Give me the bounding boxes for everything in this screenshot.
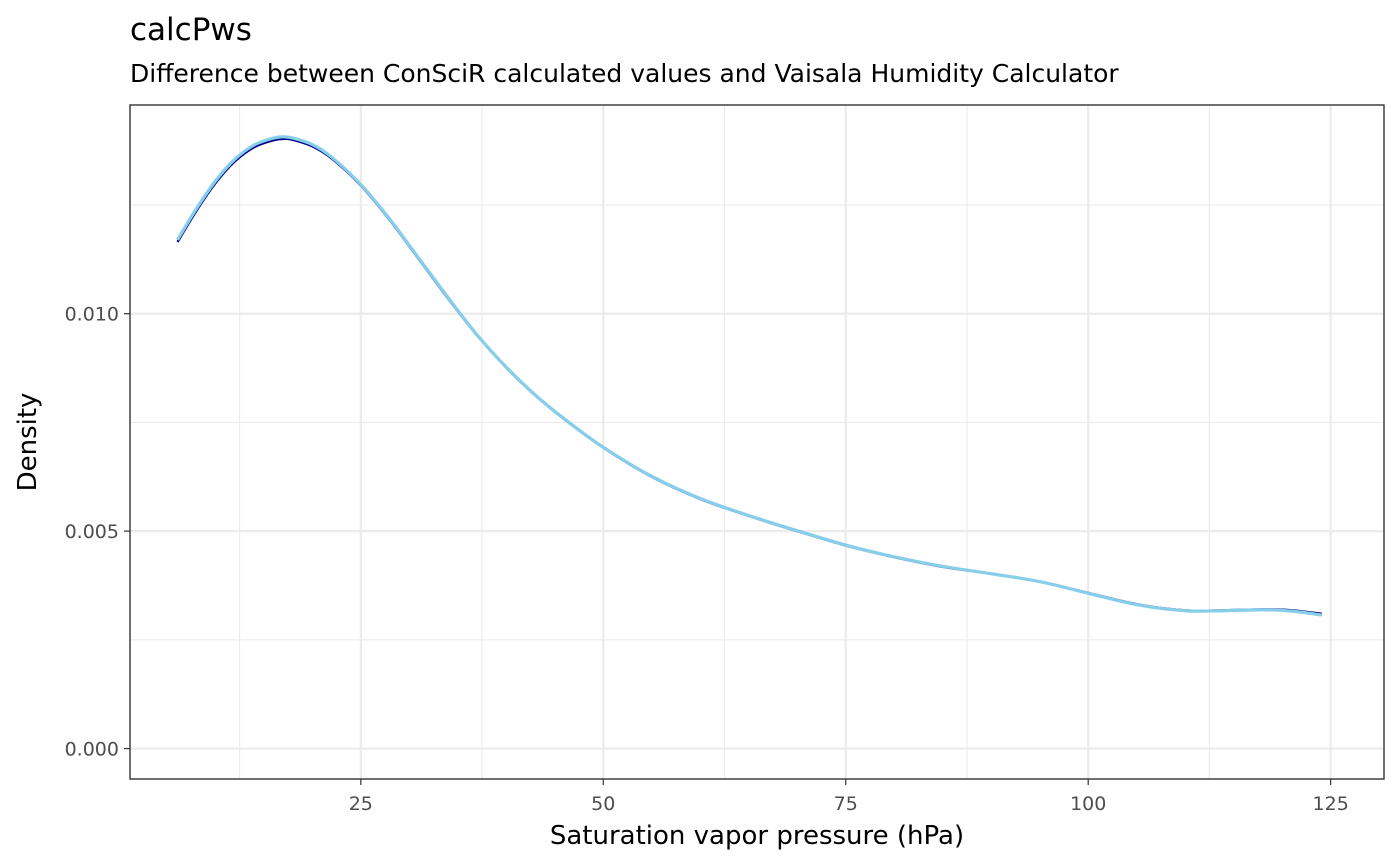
- y-axis-title: Density: [13, 393, 43, 492]
- x-axis-title: Saturation vapor pressure (hPa): [550, 821, 964, 851]
- x-tick-label: 125: [1313, 793, 1349, 815]
- x-tick-label: 75: [834, 793, 858, 815]
- x-tick-label: 100: [1070, 793, 1106, 815]
- x-tick-label: 50: [591, 793, 615, 815]
- plot-panel-border: [129, 104, 1385, 780]
- density-line-2: [176, 135, 1323, 617]
- y-tick-label: 0.010: [65, 304, 119, 326]
- y-tick-label: 0.000: [65, 739, 119, 761]
- chart-title: calcPws: [130, 12, 252, 48]
- series-layer: [176, 135, 1323, 617]
- x-tick-label: 25: [349, 793, 373, 815]
- density-line-1: [176, 137, 1323, 615]
- grid-layer: [130, 105, 1384, 779]
- axis-layer: 25 50 75 100 125 0.000 0.005 0.010: [65, 304, 1349, 815]
- chart-subtitle: Difference between ConSciR calculated va…: [130, 59, 1119, 88]
- y-tick-label: 0.005: [65, 521, 119, 543]
